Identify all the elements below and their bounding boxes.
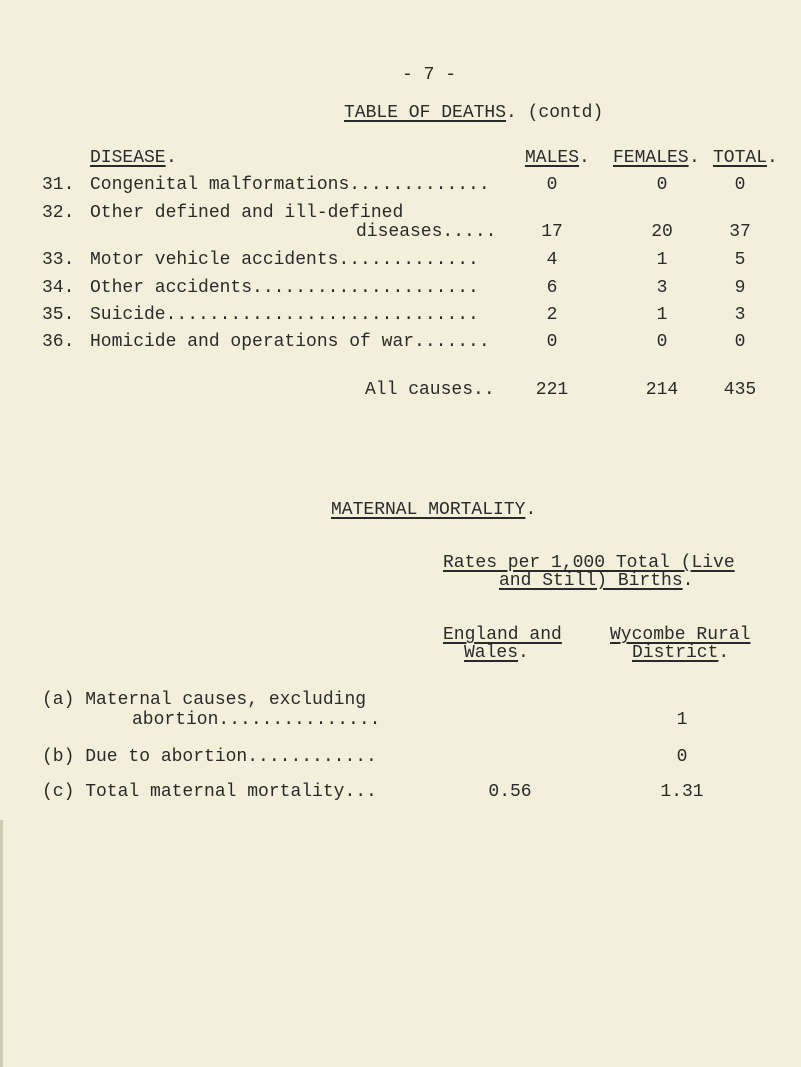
header-females: FEMALES [613, 148, 689, 168]
males-value: 0 [546, 175, 558, 195]
header-total: TOTAL [713, 148, 768, 168]
row-number: 32. [42, 203, 75, 223]
page-edge-shadow [0, 820, 3, 1067]
males-value: 2 [546, 305, 558, 325]
disease-label: Suicide............................. [90, 305, 479, 325]
maternal-title: MATERNAL MORTALITY. [331, 500, 536, 520]
col-wycombe-line-2-text: District [632, 643, 719, 663]
total-value: 3 [734, 305, 746, 325]
females-value: 3 [656, 278, 668, 298]
title-suffix: . (contd) [506, 103, 604, 123]
total-value: 37 [729, 222, 751, 242]
females-value: 1 [656, 305, 668, 325]
all-causes-total: 435 [723, 380, 757, 400]
maternal-row-a-wycombe: 1 [676, 710, 688, 730]
disease-label: Motor vehicle accidents............. [90, 250, 479, 270]
row-number: 33. [42, 250, 75, 270]
disease-label: Homicide and operations of war....... [90, 332, 490, 352]
rates-line-2-text: and Still) Births [499, 571, 683, 591]
all-causes-females: 214 [645, 380, 679, 400]
header-dot: . [579, 148, 590, 168]
header-dot: . [166, 148, 177, 168]
maternal-row-c-label: (c) Total maternal mortality... [42, 782, 377, 802]
col-wycombe-line-2: District. [632, 643, 730, 663]
total-value: 5 [734, 250, 746, 270]
total-value: 9 [734, 278, 746, 298]
total-value: 0 [734, 175, 746, 195]
col-wycombe-line-1: Wycombe Rural [610, 625, 751, 645]
header-males: MALES [525, 148, 580, 168]
females-value: 0 [656, 175, 668, 195]
row-number: 36. [42, 332, 75, 352]
females-value: 0 [656, 332, 668, 352]
females-value: 20 [651, 222, 673, 242]
maternal-title-dot: . [525, 500, 537, 520]
maternal-row-b-label: (b) Due to abortion............ [42, 747, 377, 767]
maternal-row-a-label: (a) Maternal causes, excluding [42, 690, 367, 710]
col-england-line-2: Wales. [464, 643, 529, 663]
disease-label-cont: diseases..... [356, 222, 497, 242]
row-number: 35. [42, 305, 75, 325]
header-disease: DISEASE [90, 148, 166, 168]
total-value: 0 [734, 332, 746, 352]
page-title: TABLE OF DEATHS. (contd) [344, 103, 603, 123]
header-dot: . [689, 148, 700, 168]
maternal-row-c-england: 0.56 [488, 782, 532, 802]
males-value: 17 [541, 222, 563, 242]
header-dot: . [767, 148, 778, 168]
col-england-line-1: England and [443, 625, 562, 645]
males-value: 6 [546, 278, 558, 298]
all-causes-males: 221 [535, 380, 569, 400]
disease-label: Other accidents..................... [90, 278, 479, 298]
page-number: - 7 - [402, 65, 457, 85]
rates-line-1: Rates per 1,000 Total (Live [443, 553, 735, 573]
rates-line-2: and Still) Births. [499, 571, 694, 591]
maternal-row-b-wycombe: 0 [676, 747, 688, 767]
males-value: 4 [546, 250, 558, 270]
maternal-title-text: MATERNAL MORTALITY [331, 500, 526, 520]
row-number: 34. [42, 278, 75, 298]
col-england-line-2-text: Wales [464, 643, 519, 663]
females-value: 1 [656, 250, 668, 270]
disease-label: Congenital malformations............. [90, 175, 490, 195]
row-number: 31. [42, 175, 75, 195]
all-causes-label: All causes.. [365, 380, 495, 400]
males-value: 0 [546, 332, 558, 352]
disease-label: Other defined and ill-defined [90, 203, 404, 223]
title-text: TABLE OF DEATHS [344, 103, 507, 123]
maternal-row-c-wycombe: 1.31 [660, 782, 704, 802]
maternal-row-a-label-cont: abortion............... [132, 710, 381, 730]
